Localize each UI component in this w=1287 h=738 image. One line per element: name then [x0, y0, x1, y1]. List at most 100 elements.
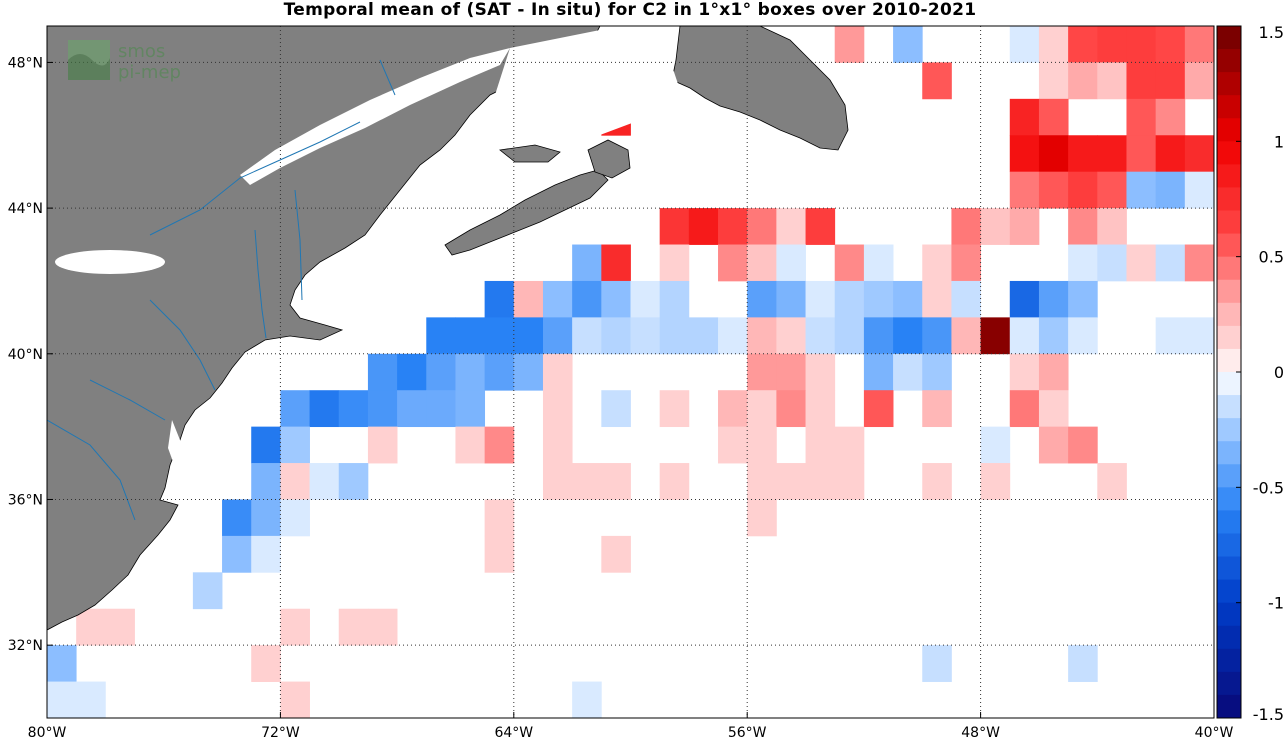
heatmap-cell: [367, 353, 398, 391]
heatmap-cell: [1009, 317, 1040, 355]
heatmap-cell: [1155, 317, 1186, 355]
heatmap-cell: [367, 390, 398, 428]
heatmap-cell: [601, 244, 631, 282]
heatmap-cell: [572, 280, 602, 318]
heatmap-cell: [601, 463, 631, 500]
logo-wave-icon: [68, 54, 110, 80]
heatmap-cell: [1155, 26, 1186, 63]
colorbar-band: [1217, 579, 1241, 604]
heatmap-cell: [572, 681, 602, 718]
lake-ontario: [55, 250, 165, 274]
land-north-america: [47, 26, 601, 631]
heatmap-cell: [688, 317, 719, 355]
heatmap-cell: [455, 353, 486, 391]
colorbar-band: [1217, 141, 1241, 165]
heatmap-cell: [1068, 426, 1098, 464]
heatmap-cell: [776, 390, 806, 428]
colorbar-band: [1217, 302, 1241, 327]
heatmap-cell: [309, 463, 340, 500]
heatmap-cell: [747, 280, 777, 318]
heatmap-cell: [863, 390, 894, 428]
colorbar: [1217, 26, 1241, 719]
y-tick-label: 44°N: [8, 201, 43, 217]
heatmap-cell: [747, 390, 777, 428]
heatmap-cell: [1126, 26, 1157, 63]
colorbar-band: [1217, 556, 1241, 581]
heatmap-cell: [1009, 171, 1040, 209]
heatmap-cell: [659, 208, 690, 245]
heatmap-cell: [367, 608, 398, 646]
heatmap-cell: [805, 353, 836, 391]
heatmap-cell: [834, 463, 865, 500]
heatmap-cell: [542, 390, 573, 428]
colorbar-band: [1217, 210, 1241, 235]
heatmap-cell: [805, 390, 836, 428]
heatmap-cell: [1009, 353, 1040, 391]
heatmap-cell: [1009, 135, 1040, 173]
colorbar-band: [1217, 279, 1241, 304]
heatmap-cell: [484, 499, 515, 537]
gulf-of-saint-lawrence: [495, 30, 680, 145]
heatmap-cell: [747, 208, 777, 245]
heatmap-cell: [251, 463, 281, 500]
colorbar-tick-label: -1: [1268, 594, 1284, 613]
heatmap-cell: [426, 390, 456, 428]
chart-title: Temporal mean of (SAT - In situ) for C2 …: [283, 0, 977, 20]
heatmap-cell: [1068, 280, 1098, 318]
colorbar-band: [1217, 95, 1241, 119]
colorbar-band: [1217, 694, 1241, 719]
heatmap-cell: [1068, 62, 1098, 100]
heatmap-cell: [630, 317, 661, 355]
heatmap-cell: [893, 317, 923, 355]
heatmap-cell: [951, 244, 981, 282]
heatmap-cell: [1068, 645, 1098, 682]
heatmap-cell: [1126, 98, 1157, 136]
heatmap-cell: [513, 353, 544, 391]
heatmap-cell: [688, 208, 719, 245]
heatmap-cell: [1126, 244, 1157, 282]
heatmap-cell: [718, 390, 748, 428]
heatmap-cell: [1038, 98, 1069, 136]
heatmap-cell: [1126, 62, 1157, 100]
heatmap-cell: [1097, 244, 1127, 282]
heatmap-cell: [747, 463, 777, 500]
heatmap-cell: [542, 317, 573, 355]
colorbar-band: [1217, 49, 1241, 73]
heatmap-cell: [76, 681, 106, 718]
heatmap-cell: [1184, 135, 1214, 173]
heatmap-cell: [601, 390, 631, 428]
heatmap-cell: [572, 317, 602, 355]
heatmap-cell: [542, 353, 573, 391]
heatmap-cell: [1009, 208, 1040, 245]
heatmap-cell: [280, 499, 310, 537]
heatmap-cell: [1155, 244, 1186, 282]
heatmap-cell: [922, 390, 952, 428]
colorbar-ticks: 1.5 1 0.5 0 -0.5 -1 -1.5: [1236, 23, 1284, 724]
heatmap-cell: [776, 317, 806, 355]
heatmap-cell: [455, 317, 486, 355]
heatmap-cell: [484, 535, 515, 573]
heatmap-cell: [1038, 62, 1069, 100]
heatmap-cell: [834, 317, 865, 355]
heatmap-cell: [1038, 135, 1069, 173]
heatmap-cell: [1068, 244, 1098, 282]
colorbar-band: [1217, 510, 1241, 534]
heatmap-cell: [484, 353, 515, 391]
heatmap-cell: [776, 353, 806, 391]
colorbar-band: [1217, 533, 1241, 558]
river-st-lawrence: [149, 121, 361, 236]
heatmap-cell: [980, 208, 1011, 245]
estuary-layer: [55, 30, 680, 470]
heatmap-cell: [1038, 390, 1069, 428]
land-prince-edward-island: [499, 144, 561, 163]
heatmap-cell: [776, 208, 806, 245]
colorbar-band: [1217, 348, 1241, 373]
colorbar-band: [1217, 671, 1241, 696]
heatmap-cell: [893, 353, 923, 391]
heatmap-cell: [1009, 98, 1040, 136]
heatmap-cell: [776, 463, 806, 500]
heatmap-cell: [397, 390, 427, 428]
heatmap-cell: [484, 317, 515, 355]
heatmap-cell: [455, 390, 486, 428]
